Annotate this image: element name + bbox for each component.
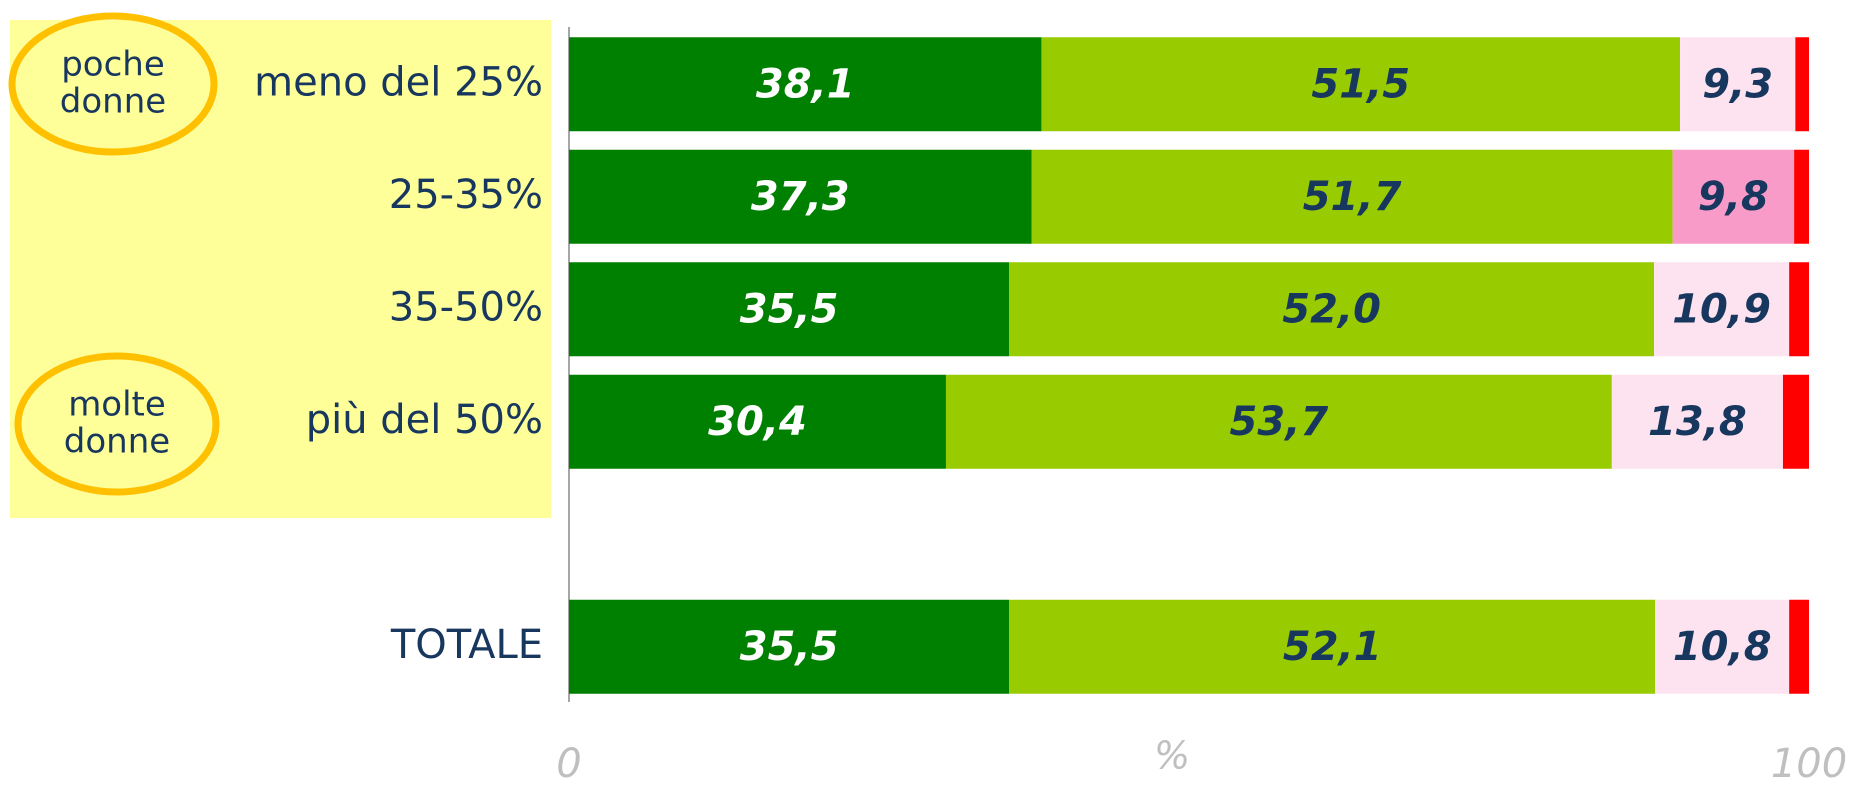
value-label: 38,1 [756, 61, 855, 107]
x-tick-label: 0 [556, 741, 581, 787]
bar-segment [569, 37, 1042, 132]
y-tick-label: meno del 25% [254, 59, 543, 105]
bar-segment [1655, 599, 1790, 694]
annotation-ellipse [8, 12, 218, 156]
bar-segment [1795, 37, 1809, 132]
value-label: 37,3 [751, 174, 850, 220]
value-label: 10,8 [1673, 624, 1772, 670]
value-label: 13,8 [1648, 399, 1747, 445]
value-label: 9,8 [1698, 174, 1769, 220]
bar-segment [945, 374, 1612, 469]
x-tick-label: 100 [1771, 741, 1847, 787]
bar-segment [569, 149, 1032, 244]
bar-segment [1009, 599, 1656, 694]
bar-segment [1654, 262, 1790, 357]
bar-segment [1031, 149, 1673, 244]
bar-segment [1611, 374, 1783, 469]
value-label: 52,0 [1282, 286, 1381, 332]
y-tick-label: TOTALE [390, 622, 543, 668]
bar-segment [1680, 37, 1796, 132]
value-label: 52,1 [1283, 624, 1382, 670]
bar-segment [1009, 262, 1654, 357]
annotation: molte donne [64, 384, 170, 461]
value-label: 35,5 [740, 286, 839, 332]
bar-segment [569, 262, 1010, 357]
highlight-box [10, 20, 551, 518]
bar-segment [1041, 37, 1681, 132]
bar-segment [1789, 262, 1809, 357]
annotation: poche donne [60, 44, 166, 121]
bar-segment [1782, 374, 1809, 469]
value-label: 10,9 [1672, 286, 1771, 332]
bar-segment [1789, 599, 1809, 694]
y-tick-label: più del 50% [306, 397, 543, 443]
value-label: 51,7 [1303, 174, 1402, 220]
value-label: 35,5 [740, 624, 839, 670]
bar-segment [569, 599, 1010, 694]
bar-segment [569, 374, 946, 469]
y-tick-label: 25-35% [389, 172, 543, 218]
bar-segment [1794, 149, 1809, 244]
value-label: 51,5 [1311, 61, 1410, 107]
value-label: 9,3 [1702, 61, 1773, 107]
bar-segment [1672, 149, 1795, 244]
annotation-ellipse [14, 352, 220, 496]
value-label: 30,4 [708, 399, 807, 445]
x-axis-label: % [1154, 734, 1190, 778]
value-label: 53,7 [1230, 399, 1329, 445]
y-tick-label: 35-50% [389, 284, 543, 330]
